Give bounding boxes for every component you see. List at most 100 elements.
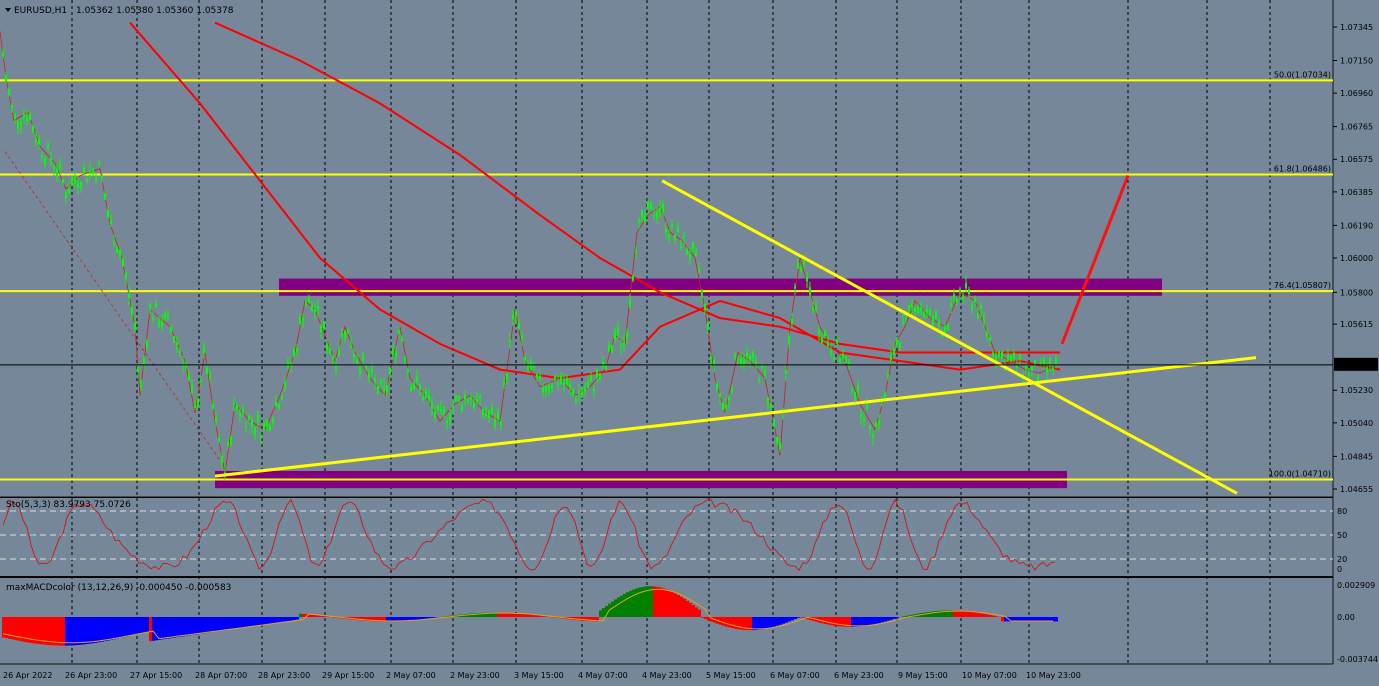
candle-body — [665, 228, 667, 232]
macd-bar — [605, 605, 608, 617]
macd-bar — [512, 613, 515, 617]
macd-bar — [632, 589, 635, 617]
macd-bar — [218, 617, 221, 632]
main-panel[interactable] — [0, 0, 1333, 497]
candle-body — [59, 163, 61, 170]
candle-body — [767, 397, 769, 406]
candle-body — [260, 436, 262, 439]
price-tick-label: 1.06960 — [1340, 89, 1373, 98]
macd-bar — [545, 616, 548, 617]
candle-body — [131, 307, 133, 315]
candle-body — [398, 330, 400, 334]
candle-body — [734, 355, 736, 358]
macd-bar — [743, 617, 746, 630]
macd-bar — [65, 617, 68, 646]
candle-body — [311, 304, 313, 312]
candle-body — [299, 317, 301, 325]
candle-body — [230, 436, 232, 445]
candle-body — [935, 311, 937, 320]
candle-body — [371, 369, 373, 373]
macd-bar — [479, 613, 482, 617]
candle-body — [629, 300, 631, 308]
macd-bar — [287, 617, 290, 621]
time-label: 26 Apr 23:00 — [65, 671, 117, 680]
candle-body — [839, 357, 841, 364]
candle-body — [65, 192, 67, 199]
candle-body — [83, 167, 85, 175]
macd-bar — [845, 617, 848, 627]
fib-label: 100.0(1.04710) — [1269, 470, 1331, 479]
macd-bar — [164, 617, 167, 639]
macd-bar — [539, 615, 542, 617]
macd-bar — [320, 615, 323, 617]
candle-body — [932, 316, 934, 325]
candle-body — [1019, 354, 1021, 360]
candle-body — [605, 364, 607, 370]
macd-bar — [674, 593, 677, 617]
candle-body — [401, 338, 403, 342]
candle-body — [53, 165, 55, 169]
candle-body — [209, 375, 211, 380]
candle-body — [845, 355, 847, 364]
macd-bar — [554, 617, 557, 618]
candle-body — [392, 349, 394, 355]
macd-bar — [752, 617, 755, 631]
time-label: 10 May 23:00 — [1026, 671, 1081, 680]
candle-body — [812, 307, 814, 311]
macd-bar — [335, 617, 338, 618]
candle-body — [353, 354, 355, 357]
macd-bar — [131, 617, 134, 636]
macd-bar — [311, 614, 314, 617]
candle-body — [95, 177, 97, 181]
macd-bar — [749, 617, 752, 631]
macd-bar — [407, 617, 410, 621]
candle-body — [878, 420, 880, 425]
candle-body — [794, 286, 796, 289]
candle-body — [395, 353, 397, 356]
macd-bar — [932, 611, 935, 617]
candle-body — [680, 246, 682, 249]
candle-body — [722, 402, 724, 410]
candle-body — [980, 305, 982, 309]
candle-body — [206, 367, 208, 374]
candle-body — [248, 415, 250, 420]
time-axis: 26 Apr 2022 26 Apr 23:00 27 Apr 15:00 28 Ap… — [3, 671, 1081, 680]
macd-bar — [11, 617, 14, 640]
macd-bar — [944, 610, 947, 617]
stochastic-axis-label: 20 — [1337, 555, 1347, 564]
macd-bar — [1022, 617, 1025, 622]
candle-body — [515, 311, 517, 316]
moving-average-line — [214, 21, 1060, 354]
candle-body — [338, 349, 340, 356]
macd-bar — [467, 613, 470, 617]
candle-body — [824, 330, 826, 337]
candle-body — [620, 344, 622, 347]
macd-bar — [647, 586, 650, 617]
candle-body — [32, 125, 34, 134]
candle-body — [890, 354, 892, 361]
candle-body — [863, 418, 865, 421]
candle-body — [47, 143, 49, 149]
price-tick-label: 1.05800 — [1340, 288, 1373, 297]
macd-bar — [293, 617, 296, 621]
candle-body — [926, 309, 928, 314]
candle-body — [440, 409, 442, 412]
dropdown-triangle-icon[interactable] — [5, 8, 11, 12]
candle-body — [68, 189, 70, 194]
candle-body — [710, 356, 712, 360]
candle-body — [740, 358, 742, 364]
stochastic-main-line — [2, 498, 1056, 572]
candle-body — [662, 204, 664, 212]
candle-body — [962, 295, 964, 300]
candle-body — [971, 305, 973, 310]
candle-body — [380, 379, 382, 384]
macd-bar — [59, 617, 62, 646]
candle-body — [455, 395, 457, 403]
macd-bar — [518, 613, 521, 617]
candle-body — [347, 329, 349, 333]
macd-bar — [470, 613, 473, 617]
candle-body — [830, 350, 832, 355]
macd-bar — [272, 617, 275, 624]
macd-bar — [284, 617, 287, 622]
